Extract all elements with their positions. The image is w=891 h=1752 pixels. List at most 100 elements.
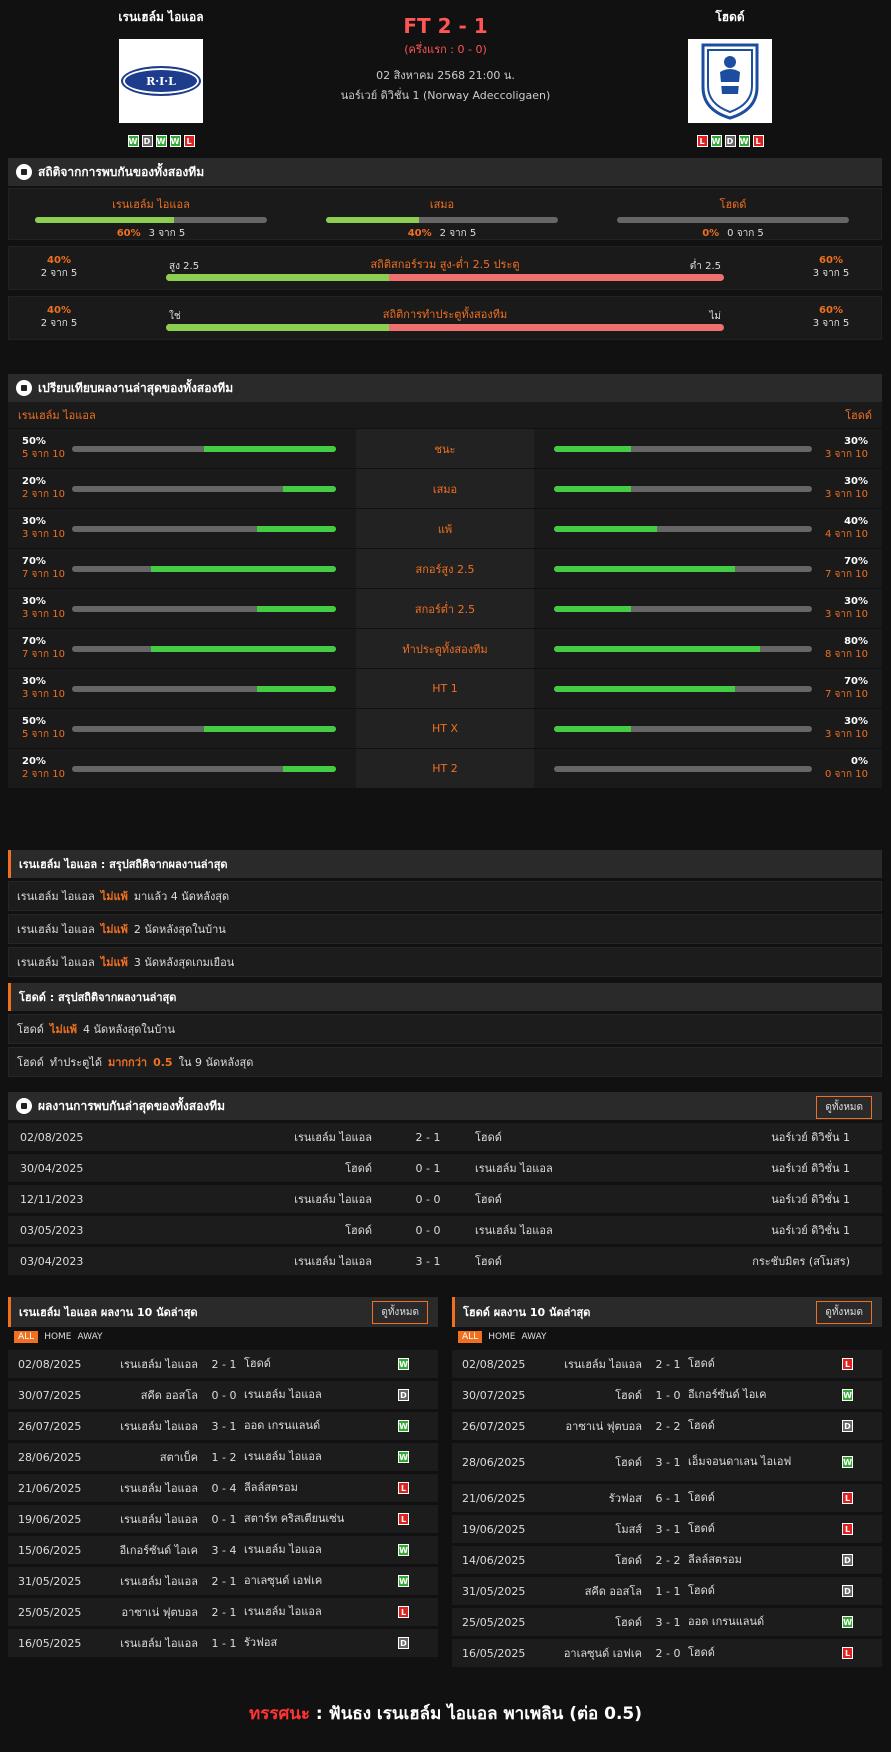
match-home[interactable]: เรนเฮล์ม ไอแอล [120,1637,198,1650]
tab-away[interactable]: AWAY [521,1332,547,1342]
recent-match-row[interactable]: 02/08/2025 เรนเฮล์ม ไอแอล 2 - 1 โฮดด์ L [452,1350,882,1378]
match-home[interactable]: เรนเฮล์ม ไอแอล [120,1482,198,1495]
match-home[interactable]: เรนเฮล์ม ไอแอล [294,1255,372,1268]
match-home[interactable]: อีเกอร์ซันด์ ไอเค [119,1544,198,1557]
h2h-match-row[interactable]: 03/04/2023 เรนเฮล์ม ไอแอล 3 - 1 โฮดด์ กระชับ… [8,1247,882,1275]
recent-match-row[interactable]: 16/05/2025 อาเลซุนด์ เอฟเค 2 - 0 โฮดด์ L [452,1639,882,1667]
match-home[interactable]: เรนเฮล์ม ไอแอล [120,1420,198,1433]
recent-match-row[interactable]: 31/05/2025 เรนเฮล์ม ไอแอล 2 - 1 อาเลซุนด์ เ… [8,1567,438,1595]
tab-away[interactable]: AWAY [77,1332,103,1342]
match-home[interactable]: โฮดด์ [615,1554,642,1567]
h2h-column-count: 2 จาก 5 [439,228,477,239]
match-away[interactable]: อาเลซุนด์ เอฟเค [244,1574,323,1587]
right-bar [554,605,812,612]
match-away[interactable]: รัวฟอส [244,1636,278,1649]
recent-match-row[interactable]: 25/05/2025 โฮดด์ 3 - 1 ออด เกรนแลนด์ W [452,1608,882,1636]
match-home[interactable]: เรนเฮล์ม ไอแอล [120,1513,198,1526]
match-home[interactable]: สคีด ออสโล [140,1389,198,1402]
match-away[interactable]: ออด เกรนแลนด์ [688,1615,765,1628]
match-away[interactable]: เรนเฮล์ม ไอแอล [475,1162,553,1175]
match-away[interactable]: โฮดด์ [244,1357,271,1370]
match-league[interactable]: นอร์เวย์ ดิวิชั่น 1 [771,1162,850,1175]
match-home[interactable]: เรนเฮล์ม ไอแอล [120,1358,198,1371]
tab-home[interactable]: HOME [488,1332,516,1342]
tab-all[interactable]: ALL [458,1331,483,1343]
recent-match-row[interactable]: 19/06/2025 เรนเฮล์ม ไอแอล 0 - 1 สตาร์ท คริส… [8,1505,438,1533]
recent-match-row[interactable]: 26/07/2025 เรนเฮล์ม ไอแอล 3 - 1 ออด เกรนแลน… [8,1412,438,1440]
match-away[interactable]: โฮดด์ [688,1419,715,1432]
match-away[interactable]: เอ็มจอนดาเลน ไอเอฟ [688,1455,792,1468]
home-team-name[interactable]: เรนเฮล์ม ไอแอล [118,10,204,24]
match-home[interactable]: เรนเฮล์ม ไอแอล [564,1358,642,1371]
tab-all[interactable]: ALL [14,1331,39,1343]
match-home[interactable]: สคีด ออสโล [584,1585,642,1598]
match-away[interactable]: เรนเฮล์ม ไอแอล [244,1388,322,1401]
h2h-match-row[interactable]: 30/04/2025 โฮดด์ 0 - 1 เรนเฮล์ม ไอแอล นอร์เว… [8,1154,882,1182]
match-home[interactable]: โฮดด์ [615,1389,642,1402]
match-away[interactable]: โฮดด์ [475,1193,502,1206]
match-away[interactable]: เรนเฮล์ม ไอแอล [244,1605,322,1618]
match-away[interactable]: เรนเฮล์ม ไอแอล [475,1224,553,1237]
h2h-match-row[interactable]: 12/11/2023 เรนเฮล์ม ไอแอล 0 - 0 โฮดด์ นอร์เว… [8,1185,882,1213]
recent-match-row[interactable]: 19/06/2025 โมสส์ 3 - 1 โฮดด์ L [452,1515,882,1543]
recent-match-row[interactable]: 15/06/2025 อีเกอร์ซันด์ ไอเค 3 - 4 เรนเฮล์ม… [8,1536,438,1564]
match-away[interactable]: สตาร์ท คริสเตียนเซ่น [244,1512,345,1525]
match-away[interactable]: โฮดด์ [688,1491,715,1504]
match-home[interactable]: เรนเฮล์ม ไอแอล [120,1575,198,1588]
recent-match-row[interactable]: 02/08/2025 เรนเฮล์ม ไอแอล 2 - 1 โฮดด์ W [8,1350,438,1378]
match-home[interactable]: โฮดด์ [615,1456,642,1469]
match-away[interactable]: โฮดด์ [688,1522,715,1535]
left-pct: 20% 2 จาก 10 [8,756,72,782]
recent-match-row[interactable]: 16/05/2025 เรนเฮล์ม ไอแอล 1 - 1 รัวฟอส D [8,1629,438,1657]
right-pct: 70% 7 จาก 10 [812,676,882,702]
recent-match-row[interactable]: 28/06/2025 สตาเบ็ค 1 - 2 เรนเฮล์ม ไอแอล W [8,1443,438,1471]
match-away[interactable]: โฮดด์ [475,1255,502,1268]
match-away[interactable]: เรนเฮล์ม ไอแอล [244,1450,322,1463]
recent-match-row[interactable]: 21/06/2025 รัวฟอส 6 - 1 โฮดด์ L [452,1484,882,1512]
view-all-home-button[interactable]: ดูทั้งหมด [372,1301,428,1324]
match-home[interactable]: รัวฟอส [608,1492,642,1505]
match-home[interactable]: อาเลซุนด์ เอฟเค [563,1647,642,1660]
match-away[interactable]: ลีลล์สตรอม [244,1481,298,1494]
recent-match-row[interactable]: 25/05/2025 อาซาเน่ ฟุตบอล 2 - 1 เรนเฮล์ม ไอ… [8,1598,438,1626]
tab-home[interactable]: HOME [44,1332,72,1342]
match-league[interactable]: นอร์เวย์ ดิวิชั่น 1 [771,1193,850,1206]
match-home[interactable]: โฮดด์ [345,1162,372,1175]
match-league[interactable]: กระชับมิตร (สโมสร) [752,1255,850,1268]
recent-match-row[interactable]: 21/06/2025 เรนเฮล์ม ไอแอล 0 - 4 ลีลล์สตรอม L [8,1474,438,1502]
recent-match-row[interactable]: 30/07/2025 โฮดด์ 1 - 0 อีเกอร์ซันด์ ไอเค W [452,1381,882,1409]
recent-match-row[interactable]: 26/07/2025 อาซาเน่ ฟุตบอล 2 - 2 โฮดด์ D [452,1412,882,1440]
h2h-match-row[interactable]: 03/05/2023 โฮดด์ 0 - 0 เรนเฮล์ม ไอแอล นอร์เว… [8,1216,882,1244]
away-team-name[interactable]: โฮดด์ [715,10,745,24]
view-all-away-button[interactable]: ดูทั้งหมด [816,1301,872,1324]
recent-match-row[interactable]: 30/07/2025 สคีด ออสโล 0 - 0 เรนเฮล์ม ไอแอล D [8,1381,438,1409]
recent-match-row[interactable]: 14/06/2025 โฮดด์ 2 - 2 ลีลล์สตรอม D [452,1546,882,1574]
recent-match-row[interactable]: 31/05/2025 สคีด ออสโล 1 - 1 โฮดด์ D [452,1577,882,1605]
match-away[interactable]: โฮดด์ [475,1131,502,1144]
h2h-column-label: โฮดด์ [719,198,747,211]
match-away[interactable]: ลีลล์สตรอม [688,1553,742,1566]
match-away[interactable]: โฮดด์ [688,1646,715,1659]
match-home[interactable]: อาซาเน่ ฟุตบอล [121,1606,198,1619]
match-away[interactable]: โฮดด์ [688,1357,715,1370]
match-away[interactable]: โฮดด์ [688,1584,715,1597]
compare-right: 40% 4 จาก 10 [534,509,882,548]
match-home[interactable]: โฮดด์ [615,1616,642,1629]
recent-match-row[interactable]: 28/06/2025 โฮดด์ 3 - 1 เอ็มจอนดาเลน ไอเอฟ W [452,1443,882,1481]
match-away[interactable]: ออด เกรนแลนด์ [244,1419,321,1432]
left-bar [72,485,336,492]
match-home[interactable]: โมสส์ [615,1523,642,1536]
match-away[interactable]: อีเกอร์ซันด์ ไอเค [688,1388,767,1401]
match-home[interactable]: เรนเฮล์ม ไอแอล [294,1131,372,1144]
h2h-match-row[interactable]: 02/08/2025 เรนเฮล์ม ไอแอล 2 - 1 โฮดด์ นอร์เว… [8,1123,882,1151]
match-away[interactable]: เรนเฮล์ม ไอแอล [244,1543,322,1556]
match-home[interactable]: อาซาเน่ ฟุตบอล [565,1420,642,1433]
match-league[interactable]: นอร์เวย์ ดิวิชั่น 1 [771,1131,850,1144]
match-home[interactable]: เรนเฮล์ม ไอแอล [294,1193,372,1206]
match-home[interactable]: โฮดด์ [345,1224,372,1237]
view-all-h2h-button[interactable]: ดูทั้งหมด [816,1096,872,1119]
match-home[interactable]: สตาเบ็ค [159,1451,198,1464]
match-league[interactable]: นอร์เวย์ ดิวิชั่น 1 [771,1224,850,1237]
